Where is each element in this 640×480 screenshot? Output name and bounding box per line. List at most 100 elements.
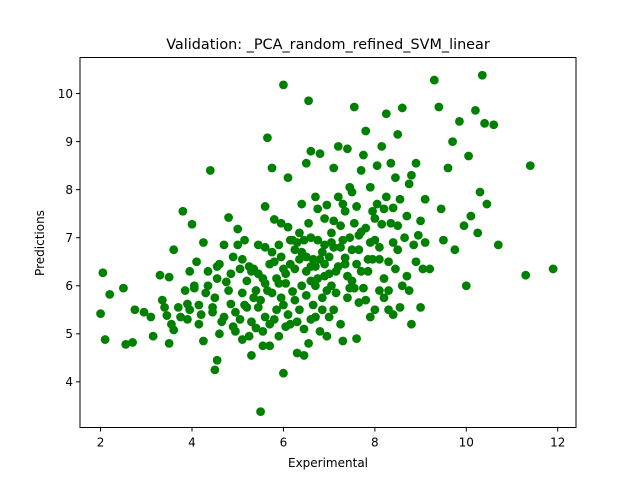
data-point xyxy=(304,218,313,228)
data-point xyxy=(281,322,291,331)
data-point xyxy=(388,203,398,213)
data-point xyxy=(521,270,531,280)
data-point xyxy=(327,228,336,238)
data-point xyxy=(354,230,364,240)
data-point xyxy=(455,117,464,126)
data-point xyxy=(272,305,281,315)
data-point xyxy=(253,240,263,250)
data-point xyxy=(279,368,288,378)
data-point xyxy=(128,338,137,347)
data-point xyxy=(308,254,318,264)
data-point xyxy=(237,254,247,264)
data-point xyxy=(290,264,300,274)
data-point xyxy=(388,310,398,319)
data-point xyxy=(407,319,416,329)
data-point xyxy=(336,242,345,252)
data-point xyxy=(418,264,428,274)
data-point xyxy=(260,278,270,288)
data-point xyxy=(164,272,174,282)
data-point xyxy=(317,293,327,303)
data-points xyxy=(96,70,558,417)
data-point xyxy=(333,142,343,151)
data-point xyxy=(375,254,384,264)
data-point xyxy=(226,299,236,309)
data-point xyxy=(301,252,311,262)
data-point xyxy=(279,80,288,90)
x-axis-ticks: 2 4 6 8 10 12 xyxy=(97,427,565,450)
data-point xyxy=(139,307,149,317)
data-point xyxy=(372,161,382,171)
data-point xyxy=(274,331,284,341)
data-point xyxy=(434,102,444,112)
data-point xyxy=(221,277,231,287)
data-point xyxy=(183,314,192,324)
data-point xyxy=(375,242,384,252)
data-point xyxy=(379,274,389,283)
data-point xyxy=(269,257,279,267)
data-point xyxy=(525,161,535,171)
data-point xyxy=(249,293,259,303)
data-point xyxy=(365,238,375,247)
data-point xyxy=(247,317,256,327)
data-point xyxy=(338,235,348,245)
data-point xyxy=(393,245,403,255)
data-point xyxy=(194,319,204,329)
data-point xyxy=(340,259,350,269)
data-point xyxy=(365,312,375,322)
data-point xyxy=(450,245,460,255)
data-point xyxy=(313,204,323,214)
data-point xyxy=(313,235,323,245)
y-tick-label: 9 xyxy=(65,135,73,149)
data-point xyxy=(393,221,403,231)
data-point xyxy=(338,199,348,209)
data-point xyxy=(258,341,268,351)
data-point xyxy=(290,295,300,305)
data-point xyxy=(315,149,325,159)
data-point xyxy=(436,204,446,214)
data-point xyxy=(121,339,131,349)
data-point xyxy=(237,288,247,298)
data-point xyxy=(283,310,293,319)
data-point xyxy=(372,199,382,209)
data-point xyxy=(260,312,270,322)
data-point xyxy=(338,336,348,346)
data-point xyxy=(395,302,405,312)
data-point xyxy=(475,187,485,197)
data-point xyxy=(340,253,350,263)
y-tick-label: 6 xyxy=(65,279,73,293)
data-point xyxy=(258,327,268,336)
data-point xyxy=(493,240,503,250)
data-point xyxy=(329,163,339,173)
data-point xyxy=(336,221,345,231)
data-point xyxy=(256,295,265,305)
data-point xyxy=(276,218,286,228)
data-point xyxy=(347,245,357,255)
data-point xyxy=(185,266,195,276)
data-point xyxy=(311,312,320,322)
data-point xyxy=(146,312,156,322)
data-point xyxy=(397,281,407,291)
data-point xyxy=(203,266,213,276)
data-point xyxy=(331,288,341,298)
data-point xyxy=(240,300,249,310)
data-point xyxy=(233,224,243,234)
data-point xyxy=(215,329,224,339)
data-point xyxy=(187,219,197,229)
data-point xyxy=(327,281,336,291)
data-point xyxy=(320,240,329,250)
data-point xyxy=(480,118,489,128)
data-point xyxy=(265,341,275,351)
data-point xyxy=(324,269,334,279)
data-point xyxy=(439,235,448,245)
data-point xyxy=(295,228,304,238)
data-point xyxy=(345,182,355,192)
plot-frame xyxy=(79,57,577,428)
data-point xyxy=(324,252,334,262)
data-point xyxy=(393,129,403,139)
data-point xyxy=(356,166,366,175)
data-point xyxy=(96,309,105,319)
data-point xyxy=(299,235,309,245)
data-point xyxy=(361,126,371,136)
data-point xyxy=(169,245,179,255)
